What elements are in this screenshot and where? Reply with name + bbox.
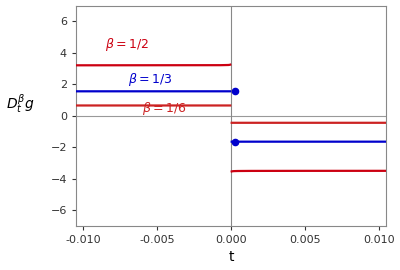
Text: $\beta = 1/2$: $\beta = 1/2$ <box>106 36 149 53</box>
Text: $\beta = 1/3$: $\beta = 1/3$ <box>128 72 172 89</box>
X-axis label: t: t <box>228 251 234 264</box>
Point <box>232 140 238 144</box>
Point <box>232 89 238 93</box>
Text: $\beta = 1/6$: $\beta = 1/6$ <box>142 100 187 117</box>
Y-axis label: $D_t^{\beta}g$: $D_t^{\beta}g$ <box>6 93 34 116</box>
